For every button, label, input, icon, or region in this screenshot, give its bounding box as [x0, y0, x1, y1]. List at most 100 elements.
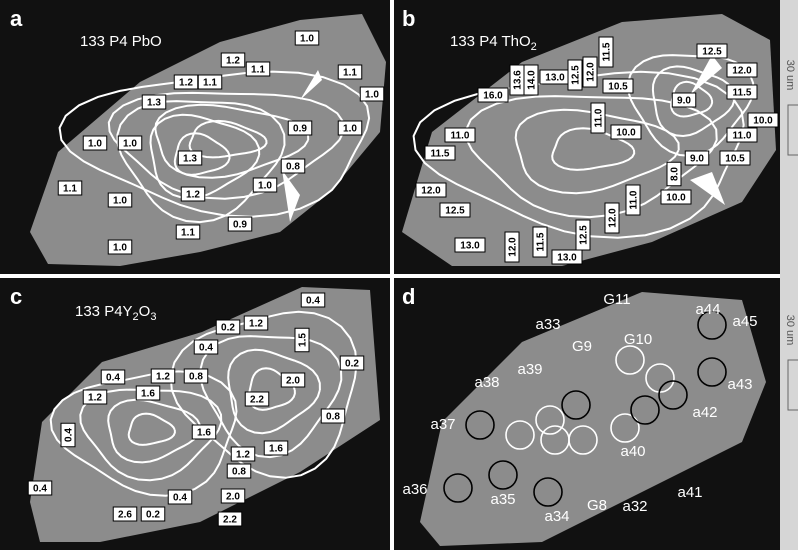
label-text: 2.0	[226, 492, 240, 503]
label-text: 8.0	[670, 167, 681, 181]
label-text: 2.6	[118, 510, 132, 521]
contour-label: 11.5	[599, 37, 613, 67]
contour-label: 12.5	[440, 203, 470, 217]
label-text: 2.2	[250, 395, 264, 406]
contour-label: 11.5	[727, 85, 757, 99]
contour-label: 1.0	[118, 136, 142, 150]
contour-label: 0.4	[28, 481, 52, 495]
contour-label: 10.0	[748, 113, 778, 127]
label-text: 1.2	[226, 56, 240, 67]
contour-label: 1.1	[246, 62, 270, 76]
contour-label: 1.2	[83, 390, 107, 404]
contour-label: 10.0	[661, 190, 691, 204]
spot-label: G11	[603, 291, 630, 308]
label-text: 12.5	[571, 65, 582, 85]
contour-label: 2.2	[218, 512, 242, 526]
label-text: 12.0	[586, 62, 597, 82]
panel-title: 133 P4Y2O3	[75, 303, 156, 323]
label-text: 11.5	[536, 232, 547, 251]
contour-label: 12.0	[583, 57, 597, 87]
label-text: 1.2	[249, 319, 263, 330]
spot-label: a33	[535, 316, 560, 333]
contour-label: 1.2	[174, 75, 198, 89]
contour-label: 16.0	[478, 88, 508, 102]
panel-title: 133 P4 PbO	[80, 33, 162, 50]
label-text: 11.0	[451, 131, 470, 142]
spot-label: a43	[727, 376, 752, 393]
spot-label: a41	[677, 484, 702, 501]
label-text: 0.2	[221, 323, 235, 334]
contour-label: 1.2	[231, 447, 255, 461]
contour-label: 12.0	[605, 203, 619, 233]
panel-letter: d	[402, 284, 415, 309]
label-text: 1.2	[156, 372, 170, 383]
label-text: 0.9	[293, 124, 307, 135]
label-text: 0.9	[233, 220, 247, 231]
contour-label: 0.4	[194, 340, 218, 354]
label-text: 1.6	[269, 444, 283, 455]
label-text: 13.6	[513, 70, 524, 90]
label-text: 1.0	[300, 34, 314, 45]
contour-label: 1.1	[198, 75, 222, 89]
contour-label: 1.3	[142, 95, 166, 109]
label-text: 1.0	[123, 139, 137, 150]
label-text: 9.0	[677, 96, 691, 107]
contour-label: 0.2	[216, 320, 240, 334]
label-text: 10.5	[725, 154, 745, 165]
scale-label: 30 um	[784, 60, 796, 91]
contour-label: 12.0	[727, 63, 757, 77]
label-text: 1.0	[88, 139, 102, 150]
contour-label: 2.2	[245, 392, 269, 406]
spot-label: a42	[692, 404, 717, 421]
title-part: 2	[531, 41, 537, 53]
label-text: 12.5	[445, 206, 465, 217]
title-part: 133 P4 PbO	[80, 33, 162, 50]
contour-label: 9.0	[672, 93, 696, 107]
contour-label: 10.5	[603, 79, 633, 93]
label-text: 0.8	[232, 467, 246, 478]
contour-label: 9.0	[685, 151, 709, 165]
contour-label: 14.0	[524, 65, 538, 95]
label-text: 1.3	[147, 98, 161, 109]
label-text: 1.6	[141, 389, 155, 400]
contour-label: 1.0	[108, 240, 132, 254]
contour-label: 2.6	[113, 507, 137, 521]
label-text: 11.5	[733, 88, 752, 99]
contour-label: 13.0	[540, 70, 570, 84]
contour-label: 1.0	[295, 31, 319, 45]
contour-label: 0.4	[168, 490, 192, 504]
contour-label: 13.0	[455, 238, 485, 252]
spot-label: a34	[544, 508, 569, 525]
label-text: 0.4	[33, 484, 47, 495]
label-text: 1.1	[251, 65, 265, 76]
contour-label: 11.0	[445, 128, 475, 142]
label-text: 9.0	[690, 154, 704, 165]
contour-label: 0.8	[227, 464, 251, 478]
contour-label: 1.2	[181, 187, 205, 201]
panel-letter: b	[402, 6, 415, 31]
contour-label: 1.3	[178, 151, 202, 165]
contour-label: 0.4	[101, 370, 125, 384]
label-text: 12.0	[508, 237, 519, 257]
contour-label: 1.2	[151, 369, 175, 383]
contour-label: 2.0	[281, 373, 305, 387]
contour-label: 10.5	[720, 151, 750, 165]
spot-label: a45	[732, 313, 757, 330]
spot-label: a32	[622, 498, 647, 515]
contour-label: 0.8	[184, 369, 208, 383]
contour-label: 1.1	[338, 65, 362, 79]
label-text: 0.8	[189, 372, 203, 383]
contour-label: 12.5	[576, 220, 590, 250]
label-text: 2.2	[223, 515, 237, 526]
label-text: 12.0	[421, 186, 441, 197]
contour-label: 11.0	[727, 128, 757, 142]
contour-label: 1.1	[58, 181, 82, 195]
spot-label: a37	[430, 416, 455, 433]
label-text: 12.0	[732, 66, 752, 77]
label-text: 1.0	[113, 243, 127, 254]
label-text: 1.0	[365, 90, 379, 101]
label-text: 14.0	[527, 70, 538, 90]
label-text: 12.0	[608, 208, 619, 228]
label-text: 13.0	[545, 73, 565, 84]
label-text: 1.2	[186, 190, 200, 201]
